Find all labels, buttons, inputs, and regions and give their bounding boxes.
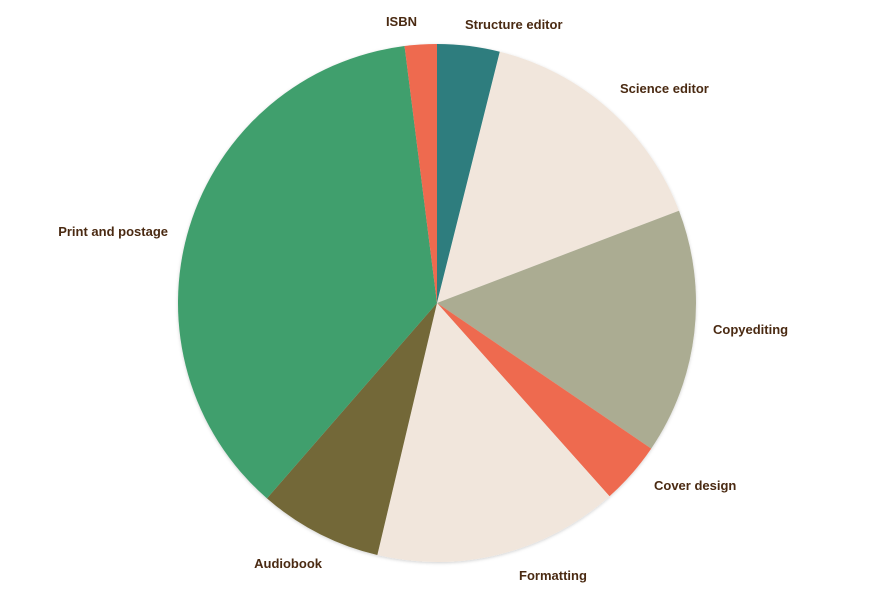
slice-structure-editor — [437, 44, 500, 303]
label-copyediting: Copyediting — [713, 322, 788, 337]
label-print-and-postage: Print and postage — [58, 224, 168, 239]
label-formatting: Formatting — [519, 568, 587, 583]
slice-isbn — [404, 44, 437, 303]
label-science-editor: Science editor — [620, 81, 709, 96]
slice-copyediting — [437, 210, 696, 449]
label-structure-editor: Structure editor — [465, 17, 563, 32]
pie-slices — [177, 44, 696, 562]
slice-print-and-postage — [177, 46, 437, 499]
slice-formatting — [377, 303, 610, 562]
slice-cover-design — [437, 303, 652, 497]
label-isbn: ISBN — [386, 14, 417, 29]
label-audiobook: Audiobook — [254, 556, 323, 571]
label-cover-design: Cover design — [654, 478, 736, 493]
slice-science-editor — [437, 51, 679, 303]
slice-audiobook — [266, 303, 437, 556]
pie-labels: Structure editor Science editor Copyeditin… — [58, 14, 788, 583]
